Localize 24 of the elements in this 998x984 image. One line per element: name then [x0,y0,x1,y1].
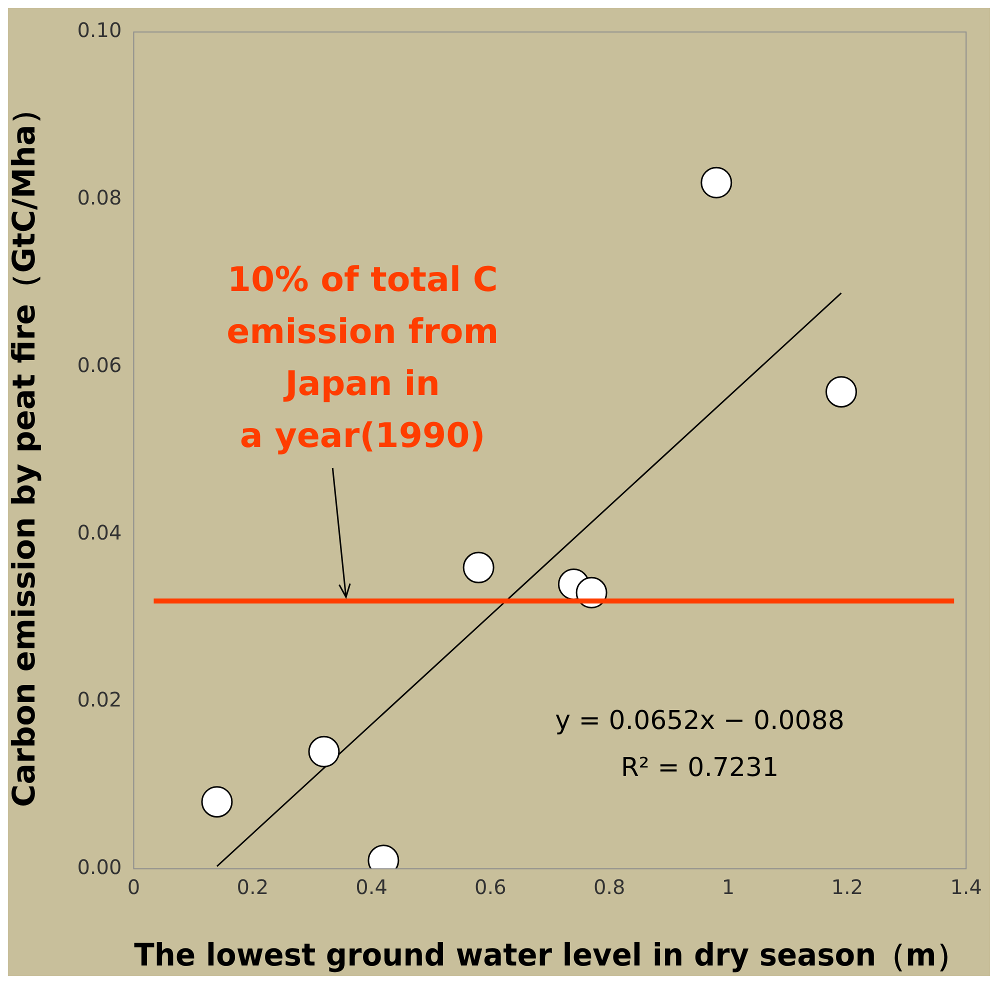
point [308,736,340,768]
y-tick-label: 0.06 [77,352,122,377]
y-tick-label: 0.02 [77,688,122,712]
y-tick-label: 0.04 [77,520,122,544]
x-axis-title: The lowest ground water level in dry season（m） [134,938,966,974]
x-tick-label: 1 [722,875,735,900]
y-tick-label: 0.10 [77,18,122,42]
x-tick-label: 0 [127,875,140,900]
point [825,376,857,408]
x-tick-label: 0.2 [236,875,269,900]
point [462,552,494,584]
x-tick-label: 1.2 [831,875,864,900]
ref-line-label: 10% of total C emission from Japan in a year(1990) [226,260,499,456]
y-axis-title: Carbon emission by peat fire（GtC/Mha） [6,94,43,808]
point [700,166,732,198]
x-tick-label: 1.4 [950,875,982,900]
annotation: R² = 0.7231 [620,753,779,784]
x-tick-label: 0.8 [593,875,626,900]
point [201,786,233,818]
x-tick-label: 0.4 [356,875,388,900]
y-tick-label: 0.08 [77,186,122,210]
y-tick-label: 0.00 [77,855,122,880]
x-tick-label: 0.6 [474,875,506,900]
annotation: y = 0.0652x − 0.0088 [555,706,844,736]
